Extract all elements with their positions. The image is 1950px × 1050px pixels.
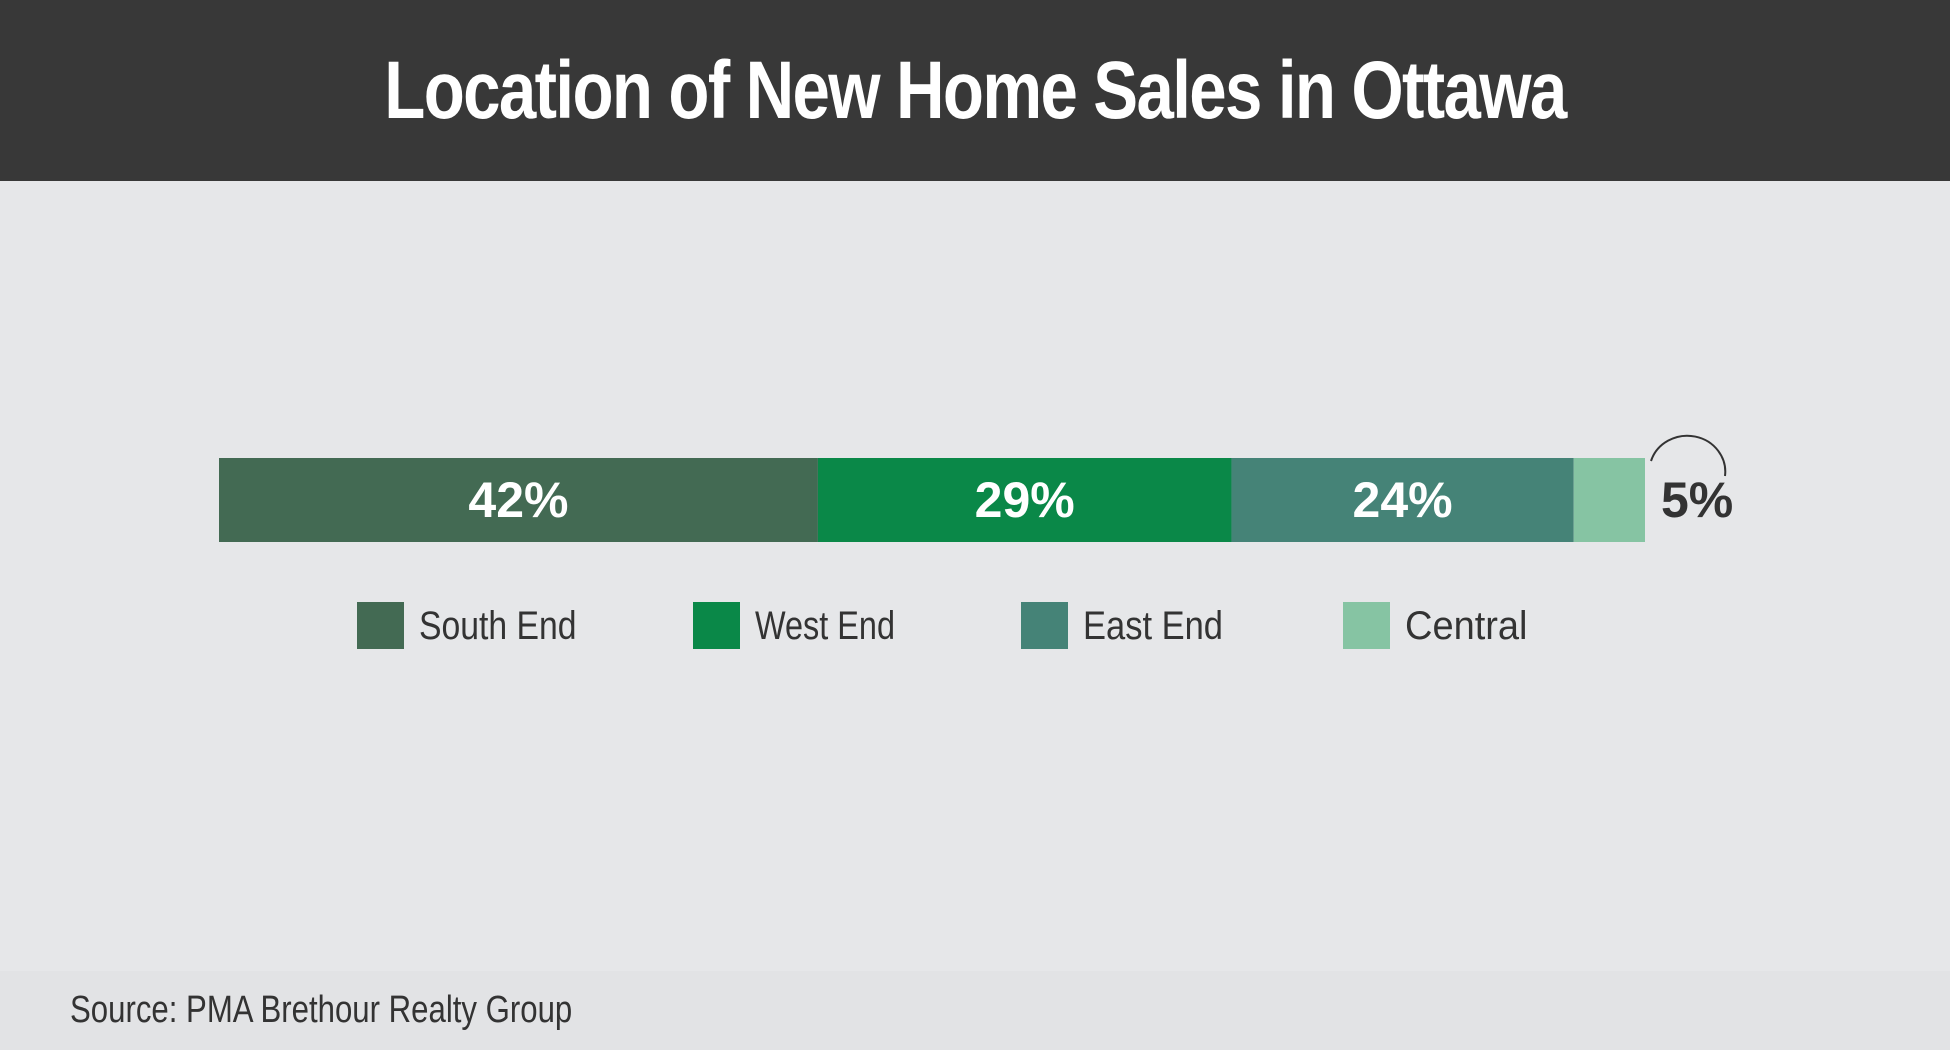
bar-segment-east-end	[1231, 458, 1574, 542]
data-label-central: 5%	[1661, 472, 1733, 528]
footer-bar: Source: PMA Brethour Realty Group	[0, 971, 1950, 1050]
legend-label-south-end: South End	[419, 604, 577, 648]
legend-label-east-end: East End	[1083, 604, 1223, 648]
callout-arc-central	[1650, 434, 1727, 477]
bar-segment-south-end	[219, 458, 818, 542]
data-label-east-end: 24%	[1353, 472, 1453, 528]
header-bar: Location of New Home Sales in Ottawa	[0, 0, 1950, 181]
chart-title: Location of New Home Sales in Ottawa	[384, 45, 1567, 136]
bar-segment-central	[1573, 458, 1645, 542]
stacked-bar-chart: 42% 29% 24% 5% South End West End East End Cent…	[219, 434, 1733, 649]
data-label-west-end: 29%	[975, 472, 1075, 528]
source-note: Source: PMA Brethour Realty Group	[70, 989, 573, 1031]
legend-swatch-south-end	[357, 602, 404, 649]
data-label-south-end: 42%	[468, 472, 568, 528]
legend-swatch-east-end	[1021, 602, 1068, 649]
bar-segment-west-end	[817, 458, 1232, 542]
legend-swatch-west-end	[693, 602, 740, 649]
legend-label-west-end: West End	[755, 604, 895, 648]
legend-label-central: Central	[1405, 604, 1528, 648]
chart-area: 42% 29% 24% 5% South End West End East End Cent…	[0, 181, 1950, 971]
legend-swatch-central	[1343, 602, 1390, 649]
